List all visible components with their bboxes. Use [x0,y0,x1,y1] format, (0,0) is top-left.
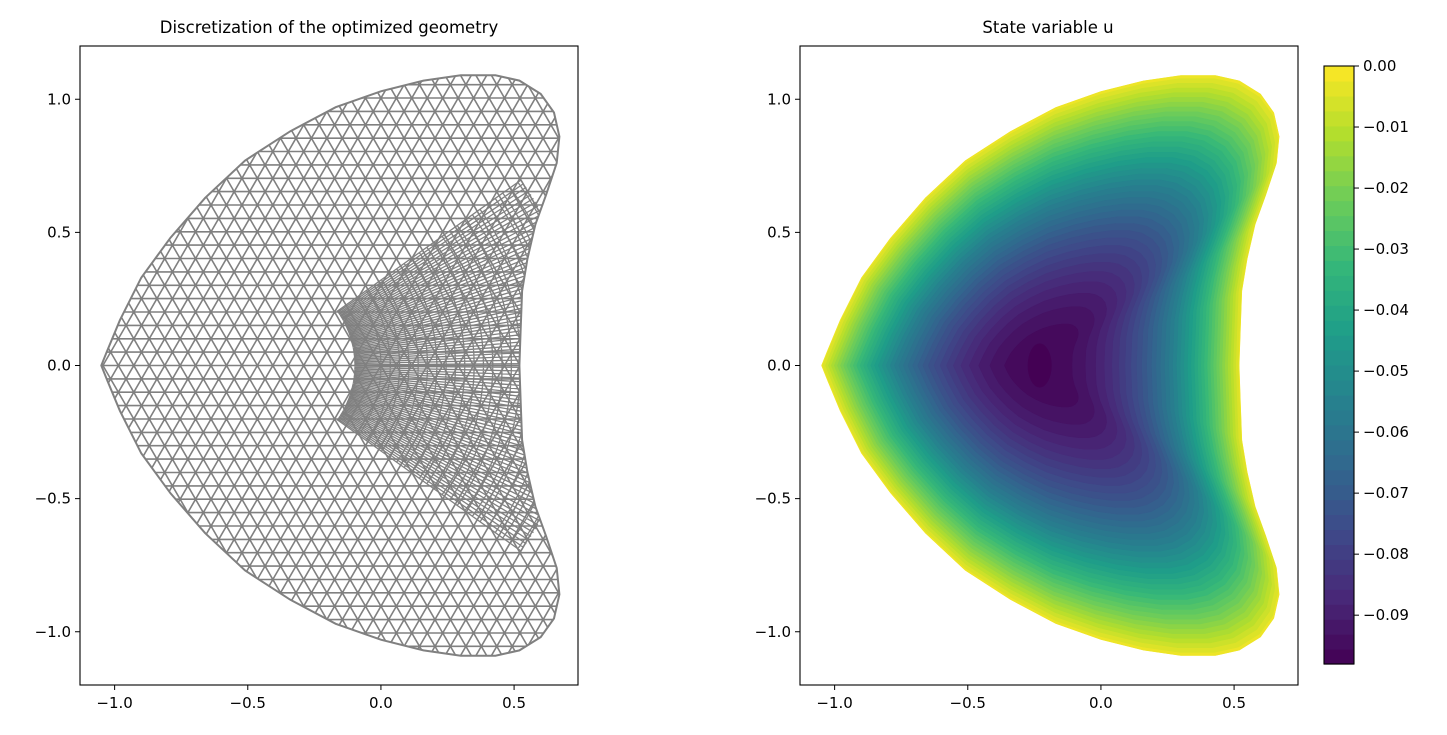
colorbar-band [1324,589,1354,605]
state-xtick-label: 0.0 [1089,694,1113,712]
colorbar-band [1324,394,1354,411]
colorbar-tick-label: −0.08 [1363,545,1409,563]
colorbar-band [1324,649,1354,665]
colorbar-band [1324,200,1354,217]
colorbar-tick-label: −0.02 [1363,179,1409,197]
state-panel: State variable u −1.0 −0.5 0.0 0.5 −1.0 −0.5… [755,18,1299,712]
colorbar-frame [1323,65,1355,665]
mesh-refinement [336,179,560,552]
colorbar-tick-label: −0.04 [1363,301,1409,319]
colorbar-tick-label: −0.05 [1363,362,1409,380]
mesh-y-axis: −1.0 −0.5 0.0 0.5 1.0 [35,90,80,641]
colorbar-band [1324,409,1354,426]
state-xtick-label: −1.0 [816,694,852,712]
state-title: State variable u [982,18,1113,37]
colorbar-axis: 0.00 −0.01 −0.02 −0.03 −0.04 −0.05 −0.06 −0.07 −… [1354,57,1409,624]
colorbar-band [1324,514,1354,531]
colorbar-band [1324,155,1354,172]
mesh-xtick-label: −1.0 [96,694,132,712]
colorbar-band [1324,275,1354,291]
colorbar-band [1324,365,1354,381]
colorbar-band [1324,320,1354,336]
mesh-xtick-label: −0.5 [230,694,266,712]
colorbar-band [1324,574,1354,590]
mesh-xtick-label: 0.0 [369,694,393,712]
colorbar-band [1324,110,1354,127]
colorbar-band [1324,424,1354,441]
colorbar-band [1324,305,1354,321]
mesh-title: Discretization of the optimized geometry [160,18,499,37]
state-ytick-label: −0.5 [755,490,791,508]
state-contour-area [821,75,1280,656]
mesh-boundary [100,74,561,657]
mesh-ytick-label: 0.5 [47,223,71,241]
colorbar-band [1324,619,1354,635]
colorbar-band [1324,185,1354,202]
mesh-panel: Discretization of the optimized geometry… [35,18,579,712]
colorbar-band [1324,439,1354,456]
colorbar-band [1324,604,1354,620]
colorbar-band [1324,140,1354,157]
colorbar-band [1324,379,1354,396]
mesh-x-axis: −1.0 −0.5 0.0 0.5 [96,685,526,712]
colorbar-band [1324,499,1354,516]
colorbar-band [1324,559,1354,575]
colorbar-band [1324,215,1354,232]
mesh-xtick-label: 0.5 [502,694,526,712]
contour-minimum [1027,343,1052,388]
colorbar-band [1324,245,1354,261]
state-xtick-label: 0.5 [1222,694,1246,712]
colorbar-bands [1324,66,1354,665]
state-ytick-label: −1.0 [755,623,791,641]
colorbar-band [1324,260,1354,276]
state-xtick-label: −0.5 [950,694,986,712]
colorbar-tick-label: −0.06 [1363,423,1409,441]
colorbar-band [1324,230,1354,246]
colorbar-band [1324,335,1354,351]
state-ytick-label: 0.5 [767,223,791,241]
state-x-axis: −1.0 −0.5 0.0 0.5 [816,685,1246,712]
mesh-ytick-label: 0.0 [47,357,71,375]
colorbar-band [1324,170,1354,187]
colorbar-band [1324,529,1354,545]
colorbar-band [1324,66,1354,82]
mesh-ytick-label: −0.5 [35,490,71,508]
colorbar-tick-label: −0.01 [1363,118,1409,136]
colorbar-band [1324,544,1354,560]
colorbar-band [1324,290,1354,306]
mesh-ytick-label: 1.0 [47,90,71,108]
colorbar-band [1324,469,1354,486]
colorbar-band [1324,634,1354,650]
colorbar-tick-label: −0.07 [1363,484,1409,502]
state-ytick-label: 0.0 [767,357,791,375]
mesh-ytick-label: −1.0 [35,623,71,641]
mesh-plot-area [100,74,561,657]
colorbar: 0.00 −0.01 −0.02 −0.03 −0.04 −0.05 −0.06 −0.07 −… [1323,57,1409,665]
state-y-axis: −1.0 −0.5 0.0 0.5 1.0 [755,90,800,641]
state-ytick-label: 1.0 [767,90,791,108]
colorbar-tick-label: 0.00 [1363,57,1396,75]
colorbar-tick-label: −0.03 [1363,240,1409,258]
colorbar-band [1324,125,1354,142]
colorbar-band [1324,80,1354,97]
colorbar-band [1324,350,1354,366]
colorbar-band [1324,95,1354,112]
colorbar-band [1324,454,1354,471]
colorbar-band [1324,484,1354,501]
colorbar-tick-label: −0.09 [1363,606,1409,624]
